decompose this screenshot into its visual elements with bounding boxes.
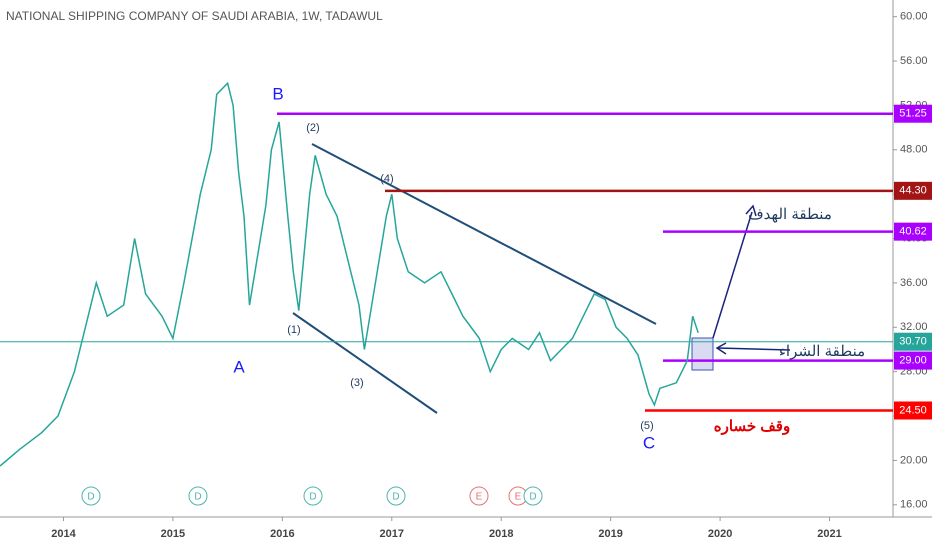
event-label: D <box>529 492 536 503</box>
level-label: 24.50 <box>899 404 927 416</box>
level-label: 30.70 <box>899 336 927 348</box>
wave-label: (3) <box>350 377 363 389</box>
buy-zone <box>691 337 714 371</box>
event-label: E <box>476 492 483 503</box>
event-label: D <box>309 492 316 503</box>
arrow <box>712 211 753 339</box>
level-tag <box>894 351 932 370</box>
x-tick-label: 2016 <box>270 528 294 540</box>
y-tick-label: 16.00 <box>900 499 928 511</box>
annotation: منطقة الهدف <box>748 206 832 223</box>
event-marker <box>523 486 543 506</box>
event-marker <box>303 486 323 506</box>
level-tag <box>894 104 932 123</box>
wave-label: B <box>272 84 283 103</box>
y-tick-label: 36.00 <box>900 277 928 289</box>
event-label: D <box>87 492 94 503</box>
y-tick-label: 48.00 <box>900 144 928 156</box>
wave-label: (5) <box>640 420 653 432</box>
event-marker <box>386 486 406 506</box>
arrow-head <box>745 204 757 217</box>
x-tick-label: 2021 <box>817 528 841 540</box>
arrow-head <box>715 342 727 355</box>
chart-title: NATIONAL SHIPPING COMPANY OF SAUDI ARABI… <box>6 9 383 23</box>
y-tick-label: 56.00 <box>900 55 928 67</box>
wave-label: (1) <box>287 324 300 336</box>
x-tick-label: 2019 <box>598 528 622 540</box>
event-label: D <box>392 492 399 503</box>
event-label: D <box>194 492 201 503</box>
level-tag <box>894 401 932 420</box>
trend-line <box>311 143 657 325</box>
event-marker <box>81 486 101 506</box>
level-label: 29.00 <box>899 354 927 366</box>
arrow <box>717 347 791 351</box>
x-tick-label: 2015 <box>161 528 185 540</box>
event-marker <box>469 486 489 506</box>
annotation: وقف خساره <box>714 418 790 435</box>
wave-label: A <box>233 357 245 376</box>
event-marker <box>188 486 208 506</box>
x-tick-label: 2018 <box>489 528 513 540</box>
y-tick-label: 20.00 <box>900 454 928 466</box>
annotation: منطقة الشراء <box>779 343 865 360</box>
event-label: E <box>515 492 522 503</box>
level-tag <box>894 181 932 200</box>
wave-label: C <box>643 433 655 452</box>
level-tag <box>894 222 932 241</box>
trend-line <box>292 312 438 414</box>
level-tag <box>894 332 932 351</box>
level-label: 40.62 <box>899 226 927 238</box>
level-label: 44.30 <box>899 185 927 197</box>
level-label: 51.25 <box>899 108 927 120</box>
y-tick-label: 32.00 <box>900 321 928 333</box>
wave-label: (2) <box>306 122 319 134</box>
wave-label: (4) <box>380 173 393 185</box>
x-tick-label: 2017 <box>380 528 404 540</box>
y-tick-label: 60.00 <box>900 11 928 23</box>
price-line <box>0 81 699 467</box>
x-tick-label: 2020 <box>708 528 732 540</box>
x-tick-label: 2014 <box>51 528 76 540</box>
